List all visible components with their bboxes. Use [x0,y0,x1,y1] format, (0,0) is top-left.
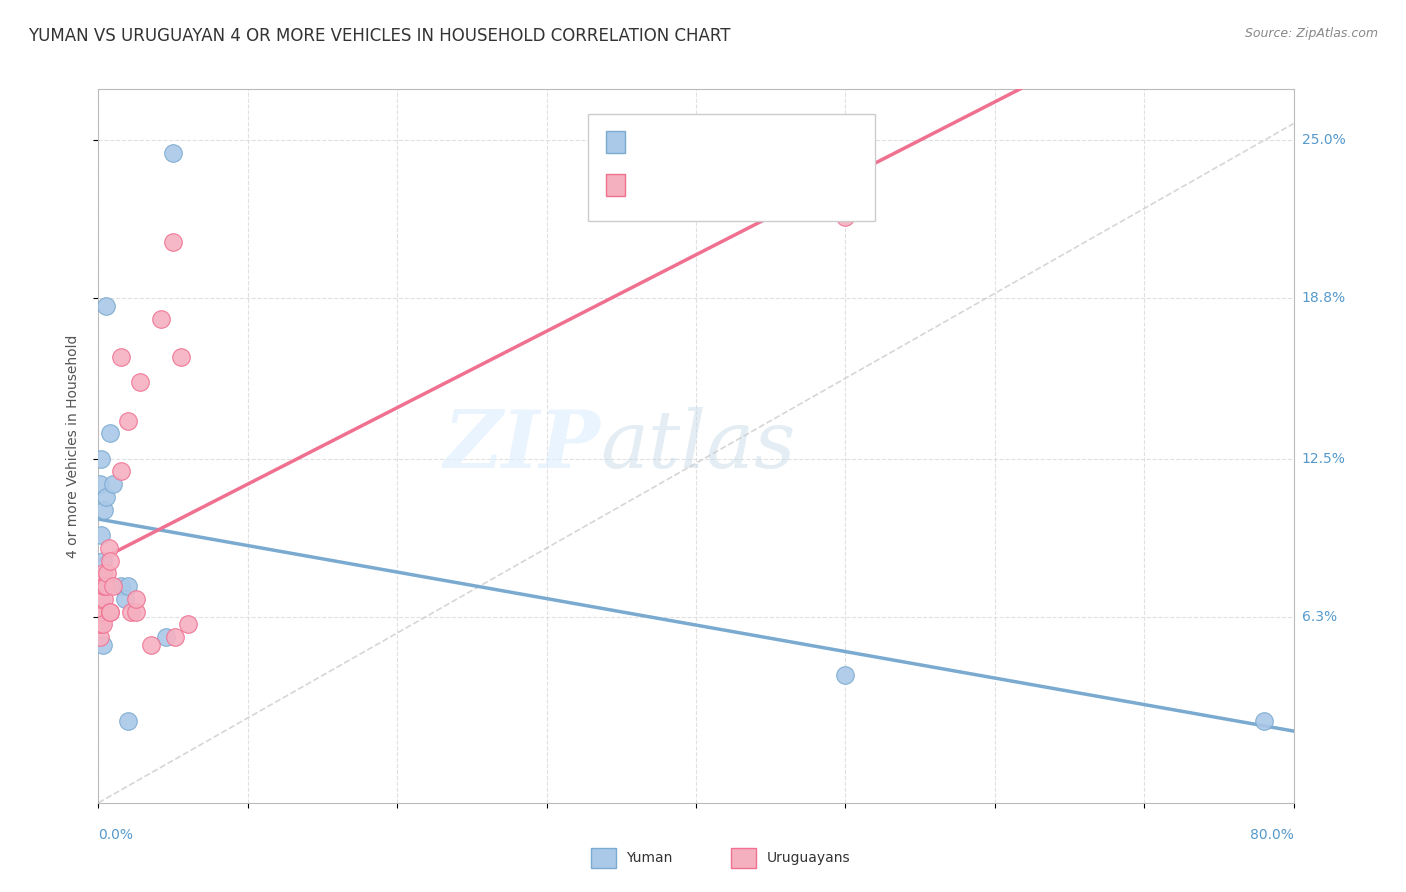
Point [1253,714,1275,729]
Point [90,528,112,542]
Point [125,591,148,606]
Point [150,311,173,326]
Text: N =: N = [725,178,780,193]
Y-axis label: 4 or more Vehicles in Household: 4 or more Vehicles in Household [66,334,80,558]
Point [90,451,112,466]
Text: 18.8%: 18.8% [1302,291,1346,305]
Point [117,413,139,427]
Point [98,605,122,619]
Point [91,554,114,568]
Text: N =: N = [725,136,780,152]
Point [96,566,118,581]
Point [90,605,112,619]
Point [110,350,132,364]
Point [110,579,132,593]
Point [94,299,117,313]
Text: 0.0%: 0.0% [98,828,134,842]
Point [98,426,122,441]
Text: 0.683: 0.683 [669,178,724,193]
Point [89,477,111,491]
Point [98,554,122,568]
Text: Source: ZipAtlas.com: Source: ZipAtlas.com [1244,27,1378,40]
Text: 12.5%: 12.5% [1302,451,1346,466]
Text: R =: R = [630,136,666,152]
Point [129,376,152,390]
Point [834,210,856,224]
Text: 30: 30 [779,178,797,193]
Point [89,617,111,632]
Text: R =: R = [630,178,676,193]
Point [93,591,115,606]
Point [117,714,139,729]
Text: 6.3%: 6.3% [1302,610,1337,624]
Point [110,465,132,479]
Point [139,638,162,652]
Point [91,566,114,581]
Point [94,490,117,504]
Point [91,617,114,632]
Point [162,235,184,249]
Point [120,605,142,619]
Text: YUMAN VS URUGUAYAN 4 OR MORE VEHICLES IN HOUSEHOLD CORRELATION CHART: YUMAN VS URUGUAYAN 4 OR MORE VEHICLES IN… [28,27,731,45]
Point [93,502,115,516]
Point [834,668,856,682]
Text: -0.282: -0.282 [669,136,724,152]
Text: 80.0%: 80.0% [1250,828,1294,842]
Point [114,591,136,606]
Point [89,630,111,644]
Text: ZIP: ZIP [443,408,600,484]
Point [117,579,139,593]
Text: 25.0%: 25.0% [1302,133,1346,147]
Point [91,579,114,593]
Point [103,579,125,593]
Text: 20: 20 [779,136,797,152]
Point [169,350,191,364]
Point [89,591,111,606]
Point [162,145,184,160]
Point [97,541,120,555]
Point [125,605,148,619]
Point [94,579,117,593]
Text: atlas: atlas [600,408,796,484]
Point [90,591,112,606]
Point [98,605,122,619]
Point [90,605,112,619]
Text: Uruguayans: Uruguayans [766,851,849,865]
Point [91,638,114,652]
Point [103,477,125,491]
Point [163,630,186,644]
Point [177,617,200,632]
Point [93,579,115,593]
Point [155,630,177,644]
Text: Yuman: Yuman [626,851,672,865]
